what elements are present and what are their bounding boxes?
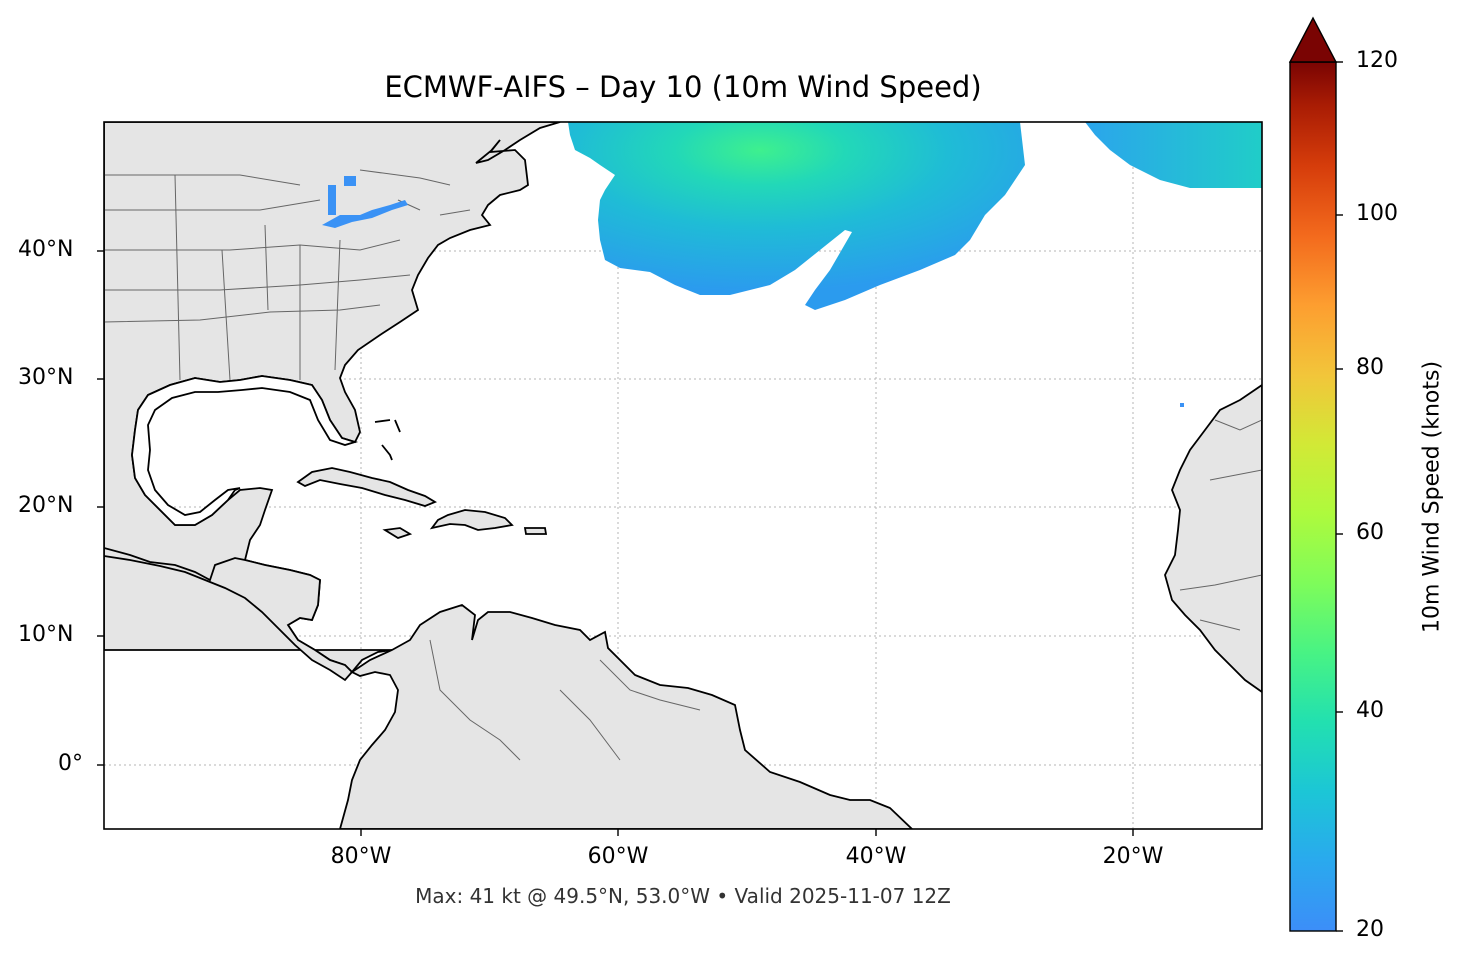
colorbar-tick-label: 100	[1356, 201, 1398, 226]
colorbar-gradient	[1289, 61, 1337, 932]
footer-annotation: Max: 41 kt @ 49.5°N, 53.0°W • Valid 2025…	[415, 884, 951, 908]
wind-patch-lake-michigan	[328, 185, 336, 215]
lon-tick-label: 60°W	[587, 844, 649, 869]
lat-tick-label: 20°N	[18, 493, 74, 518]
map-title: ECMWF-AIFS – Day 10 (10m Wind Speed)	[384, 70, 982, 104]
colorbar-label: 10m Wind Speed (knots)	[1419, 360, 1445, 634]
wind-jet-west-atlantic	[568, 122, 1025, 310]
lon-tick-label: 20°W	[1102, 844, 1164, 869]
lat-tick-label: 40°N	[18, 237, 74, 262]
colorbar-tick-label: 40	[1356, 698, 1384, 723]
lon-tick-label: 40°W	[845, 844, 907, 869]
wind-patch-great-lakes	[322, 200, 408, 228]
map-area	[104, 122, 1262, 829]
lat-tick-label: 10°N	[18, 622, 74, 647]
jamaica	[382, 527, 413, 539]
gridlines	[104, 122, 1262, 829]
wind-patch-lake-superior	[344, 176, 356, 186]
lat-tick-label: 30°N	[18, 365, 74, 390]
lat-tick-label: 0°	[58, 751, 83, 776]
south-america-land	[339, 603, 914, 829]
state-country-borders	[104, 169, 1262, 761]
colorbar-extend-triangle	[1288, 16, 1338, 63]
colorbar-tick-label: 20	[1356, 917, 1384, 942]
central-america-land	[104, 547, 354, 682]
cuba	[296, 467, 438, 507]
wind-field	[322, 122, 1262, 407]
colorbar	[1288, 16, 1343, 932]
colorbar-tick-label: 80	[1356, 355, 1384, 380]
map-frame	[103, 121, 1263, 830]
gulf-of-mexico	[131, 375, 359, 526]
colorbar-tick-label: 120	[1356, 48, 1398, 73]
lon-tick-label: 80°W	[330, 844, 392, 869]
hispaniola	[429, 509, 514, 531]
axis-tick-marks	[97, 250, 1134, 836]
puerto-rico	[523, 527, 548, 535]
colorbar-tick-label: 60	[1356, 520, 1384, 545]
africa-land	[1164, 383, 1262, 694]
bahamas	[374, 419, 401, 461]
wind-patch-canaries	[1180, 403, 1184, 407]
wind-patch-northeast	[1085, 122, 1262, 188]
